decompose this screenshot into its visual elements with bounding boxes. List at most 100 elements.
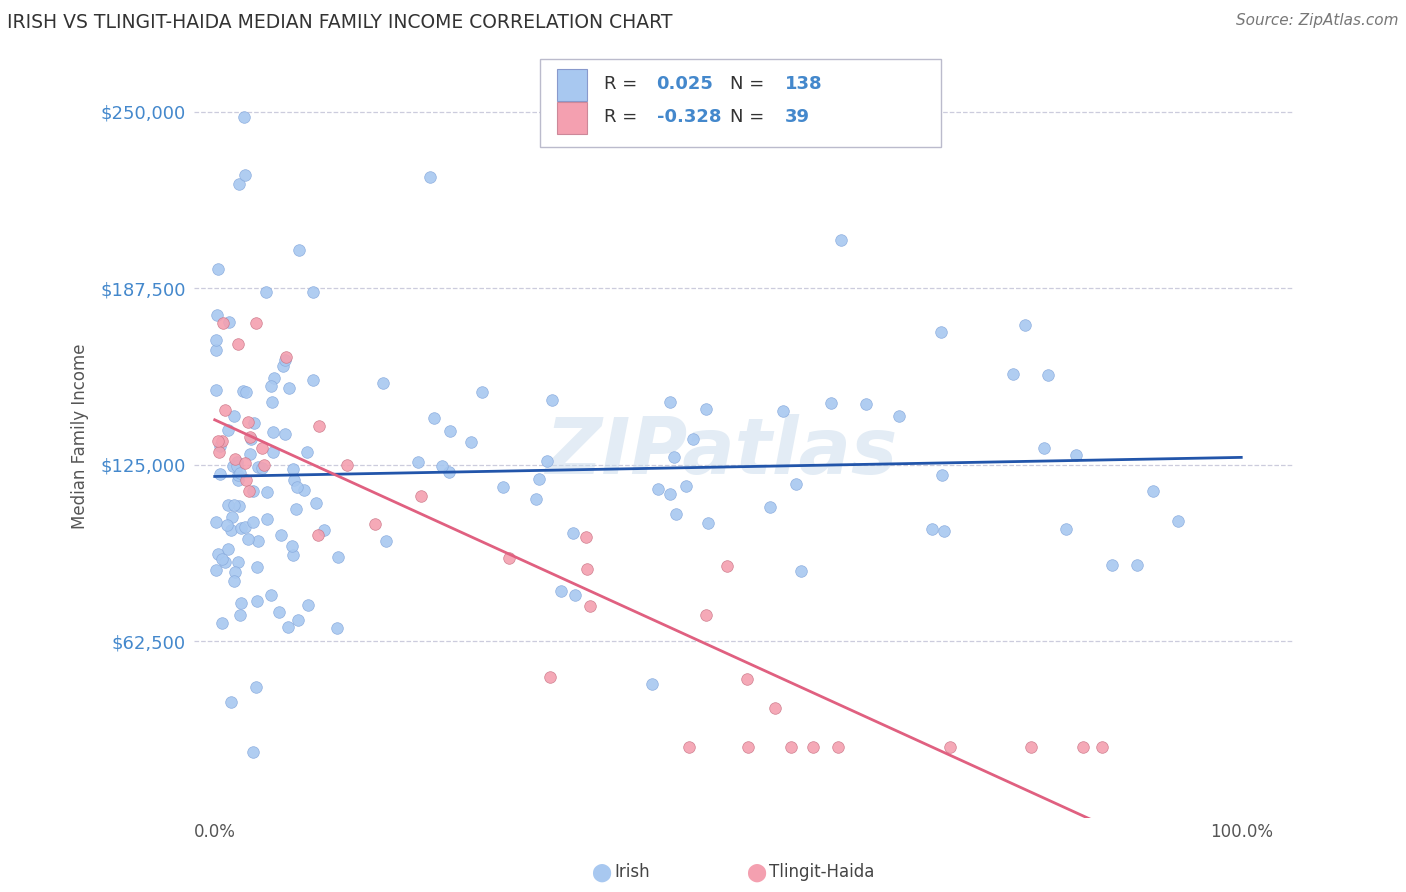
Point	[1019, 740, 1042, 755]
Text: 39: 39	[785, 108, 810, 126]
Text: R =: R =	[605, 108, 643, 126]
Point	[1142, 484, 1164, 499]
Point	[716, 558, 738, 573]
Point	[285, 502, 308, 516]
Point	[302, 374, 325, 388]
Point	[695, 402, 717, 417]
Point	[208, 439, 231, 453]
Point	[325, 621, 347, 635]
Point	[211, 434, 233, 449]
Point	[1066, 449, 1088, 463]
Point	[222, 459, 245, 474]
Point	[262, 445, 284, 459]
Point	[256, 285, 278, 299]
Text: ⬤: ⬤	[592, 863, 612, 881]
Point	[267, 606, 290, 620]
Point	[217, 517, 239, 532]
Text: ZIPatlas: ZIPatlas	[546, 414, 897, 490]
Point	[790, 564, 813, 578]
Point	[921, 522, 943, 536]
Point	[239, 447, 262, 461]
Point	[224, 452, 246, 467]
Point	[536, 454, 558, 468]
Point	[242, 483, 264, 498]
Point	[647, 483, 669, 497]
Point	[221, 509, 243, 524]
Point	[292, 483, 315, 497]
Point	[228, 466, 250, 480]
Point	[785, 476, 807, 491]
Point	[578, 599, 600, 613]
Point	[250, 441, 273, 455]
Point	[233, 520, 256, 534]
Point	[735, 673, 758, 687]
Point	[939, 740, 962, 755]
Point	[659, 395, 682, 409]
Point	[1101, 558, 1123, 572]
Point	[575, 530, 598, 544]
Point	[250, 461, 273, 475]
Point	[307, 528, 329, 542]
Point	[498, 551, 520, 566]
Point	[827, 740, 849, 755]
Point	[460, 434, 482, 449]
Point	[256, 484, 278, 499]
Point	[226, 458, 249, 473]
Point	[439, 424, 461, 438]
Point	[231, 521, 253, 535]
Point	[1054, 522, 1077, 536]
Point	[208, 467, 231, 482]
Point	[641, 677, 664, 691]
Point	[1126, 558, 1149, 572]
FancyBboxPatch shape	[557, 102, 588, 134]
Point	[550, 583, 572, 598]
Point	[217, 498, 239, 512]
Point	[232, 110, 254, 124]
Point	[1001, 367, 1024, 381]
Point	[373, 376, 395, 391]
Point	[226, 336, 249, 351]
Point	[274, 353, 297, 368]
Point	[297, 598, 319, 612]
Text: Source: ZipAtlas.com: Source: ZipAtlas.com	[1236, 13, 1399, 29]
Point	[576, 562, 599, 576]
Point	[274, 427, 297, 442]
Point	[228, 177, 250, 191]
Point	[205, 515, 228, 529]
Point	[253, 458, 276, 472]
Point	[471, 384, 494, 399]
Point	[274, 350, 297, 364]
Point	[211, 615, 233, 630]
Point	[226, 555, 249, 569]
Point	[406, 455, 429, 469]
Point	[205, 564, 228, 578]
FancyBboxPatch shape	[557, 69, 588, 101]
Point	[205, 308, 228, 322]
Point	[232, 384, 254, 398]
Point	[270, 528, 292, 542]
Point	[238, 415, 260, 429]
Point	[260, 587, 283, 601]
Point	[228, 468, 250, 483]
Point	[217, 542, 239, 557]
Point	[855, 397, 877, 411]
Point	[696, 516, 718, 530]
Point	[207, 434, 229, 448]
Point	[243, 416, 266, 430]
Point	[780, 740, 803, 755]
Point	[281, 462, 304, 476]
Point	[246, 533, 269, 548]
Text: 0.025: 0.025	[657, 75, 713, 93]
Point	[207, 261, 229, 276]
Y-axis label: Median Family Income: Median Family Income	[72, 343, 89, 529]
Point	[228, 500, 250, 514]
Point	[538, 670, 561, 684]
Point	[336, 458, 359, 472]
Point	[229, 596, 252, 610]
Point	[211, 551, 233, 566]
Point	[242, 516, 264, 530]
Point	[217, 423, 239, 437]
Point	[263, 371, 285, 385]
Point	[314, 523, 336, 537]
Point	[222, 409, 245, 424]
